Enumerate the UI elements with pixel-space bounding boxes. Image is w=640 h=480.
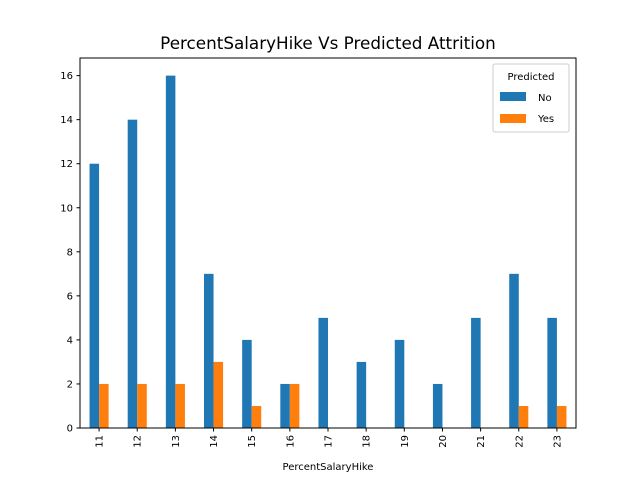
legend-swatch-yes	[500, 114, 526, 123]
x-tick-label: 21	[476, 435, 487, 448]
legend-label-yes: Yes	[537, 114, 554, 125]
bar-no-15	[242, 339, 252, 428]
y-tick-label: 8	[67, 247, 73, 258]
bar-no-17	[318, 317, 328, 428]
x-tick-label: 23	[552, 435, 563, 448]
bar-no-18	[356, 361, 367, 428]
x-tick-label: 15	[247, 435, 258, 448]
bar-yes-12	[137, 383, 147, 428]
x-tick-label: 12	[133, 435, 144, 448]
bar-yes-23	[556, 405, 567, 428]
y-tick-label: 12	[60, 159, 73, 170]
bar-no-22	[509, 273, 519, 428]
x-tick-label: 20	[438, 435, 449, 448]
bar-no-23	[547, 317, 557, 428]
x-tick-label: 22	[514, 435, 525, 448]
x-tick-label: 16	[285, 435, 296, 448]
x-axis-label: PercentSalaryHike	[283, 462, 374, 473]
bar-yes-15	[251, 405, 262, 428]
bar-no-11	[89, 163, 100, 428]
bar-yes-16	[289, 383, 300, 428]
bars	[89, 75, 567, 429]
x-tick-label: 17	[324, 435, 335, 448]
bar-no-12	[127, 119, 138, 429]
y-tick-label: 4	[67, 335, 73, 346]
bar-no-20	[432, 383, 443, 428]
bar-no-21	[471, 317, 481, 428]
bar-yes-11	[99, 383, 109, 428]
legend-label-no: No	[538, 93, 552, 104]
y-axis: 0 2 4 6 8 10 12 14 16	[60, 71, 80, 435]
x-tick-label: 13	[171, 435, 182, 448]
legend-title: Predicted	[508, 72, 555, 83]
y-tick-label: 14	[60, 115, 73, 126]
y-tick-label: 16	[60, 71, 73, 82]
chart-title: PercentSalaryHike Vs Predicted Attrition	[160, 33, 496, 53]
bar-no-14	[204, 273, 214, 428]
bar-yes-14	[213, 361, 224, 428]
x-tick-label: 11	[95, 435, 106, 448]
legend-swatch-no	[500, 92, 526, 101]
bar-no-13	[165, 75, 176, 428]
legend: Predicted No Yes	[492, 63, 570, 133]
bar-yes-22	[518, 405, 529, 428]
x-tick-label: 18	[362, 435, 373, 448]
x-tick-label: 14	[209, 435, 220, 448]
bar-no-19	[394, 339, 405, 428]
y-tick-label: 0	[67, 424, 73, 435]
bar-no-16	[280, 383, 290, 428]
plot-area-frame	[79, 57, 577, 429]
y-tick-label: 10	[60, 203, 73, 214]
y-tick-label: 6	[67, 291, 73, 302]
x-tick-label: 19	[400, 435, 411, 448]
x-axis: 11 12 13 14 15 16 17 18 19 20 21 22 23	[95, 428, 563, 448]
bar-yes-13	[175, 383, 185, 428]
y-tick-label: 2	[67, 379, 73, 390]
